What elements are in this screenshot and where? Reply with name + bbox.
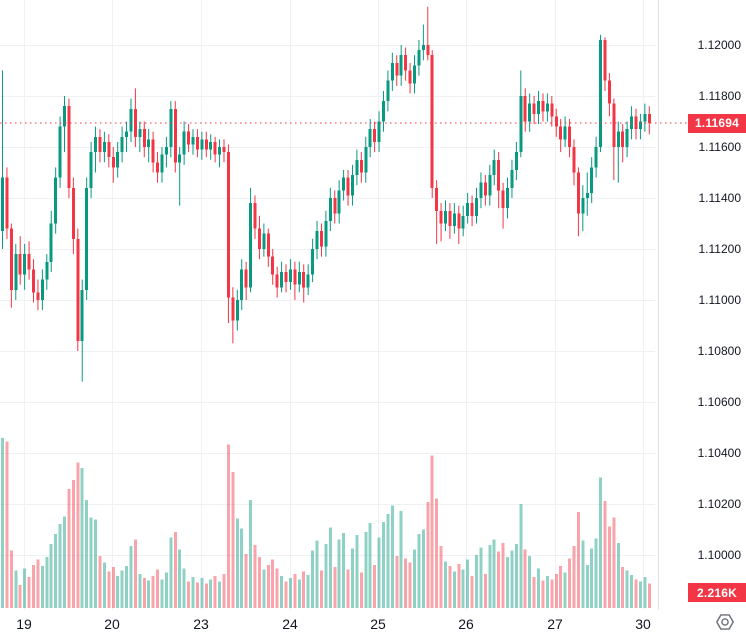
volume-badge: 2.216K (688, 583, 746, 603)
current-price-value: 1.11694 (694, 116, 740, 131)
price-tick-label: 1.11800 (698, 89, 742, 103)
price-tick-label: 1.11200 (698, 242, 742, 256)
hexagon-nut-icon (716, 614, 734, 630)
time-tick-label: 30 (635, 616, 651, 632)
volume-value: 2.216K (697, 585, 737, 600)
price-tick-label: 1.10600 (697, 395, 741, 409)
candles-layer (1, 6, 651, 382)
current-price-badge: 1.11694 (688, 113, 746, 133)
time-tick-label: 23 (193, 616, 209, 632)
price-tick-label: 1.10800 (697, 344, 741, 358)
settings-icon[interactable] (708, 609, 742, 635)
time-tick-label: 26 (458, 616, 474, 632)
time-tick-label: 25 (370, 616, 386, 632)
price-tick-label: 1.11400 (698, 191, 742, 205)
time-tick-label: 19 (16, 616, 32, 632)
price-tick-label: 1.10200 (697, 497, 741, 511)
volume-histogram (1, 438, 651, 608)
axis-separators (0, 0, 746, 611)
price-axis[interactable]: 1.12000 1.11800 1.11600 1.11400 1.11200 1.110… (658, 0, 746, 610)
price-tick-label: 1.11600 (698, 140, 742, 154)
time-axis[interactable]: 19 20 23 24 25 26 27 30 (0, 610, 746, 637)
time-tick-label: 20 (104, 616, 120, 632)
grid-layer (0, 0, 655, 610)
time-tick-label: 27 (547, 616, 563, 632)
price-tick-label: 1.10400 (697, 446, 741, 460)
price-tick-label: 1.10000 (697, 548, 741, 562)
time-tick-label: 24 (282, 616, 298, 632)
price-tick-label: 1.12000 (697, 38, 741, 52)
price-tick-label: 1.11000 (698, 293, 742, 307)
